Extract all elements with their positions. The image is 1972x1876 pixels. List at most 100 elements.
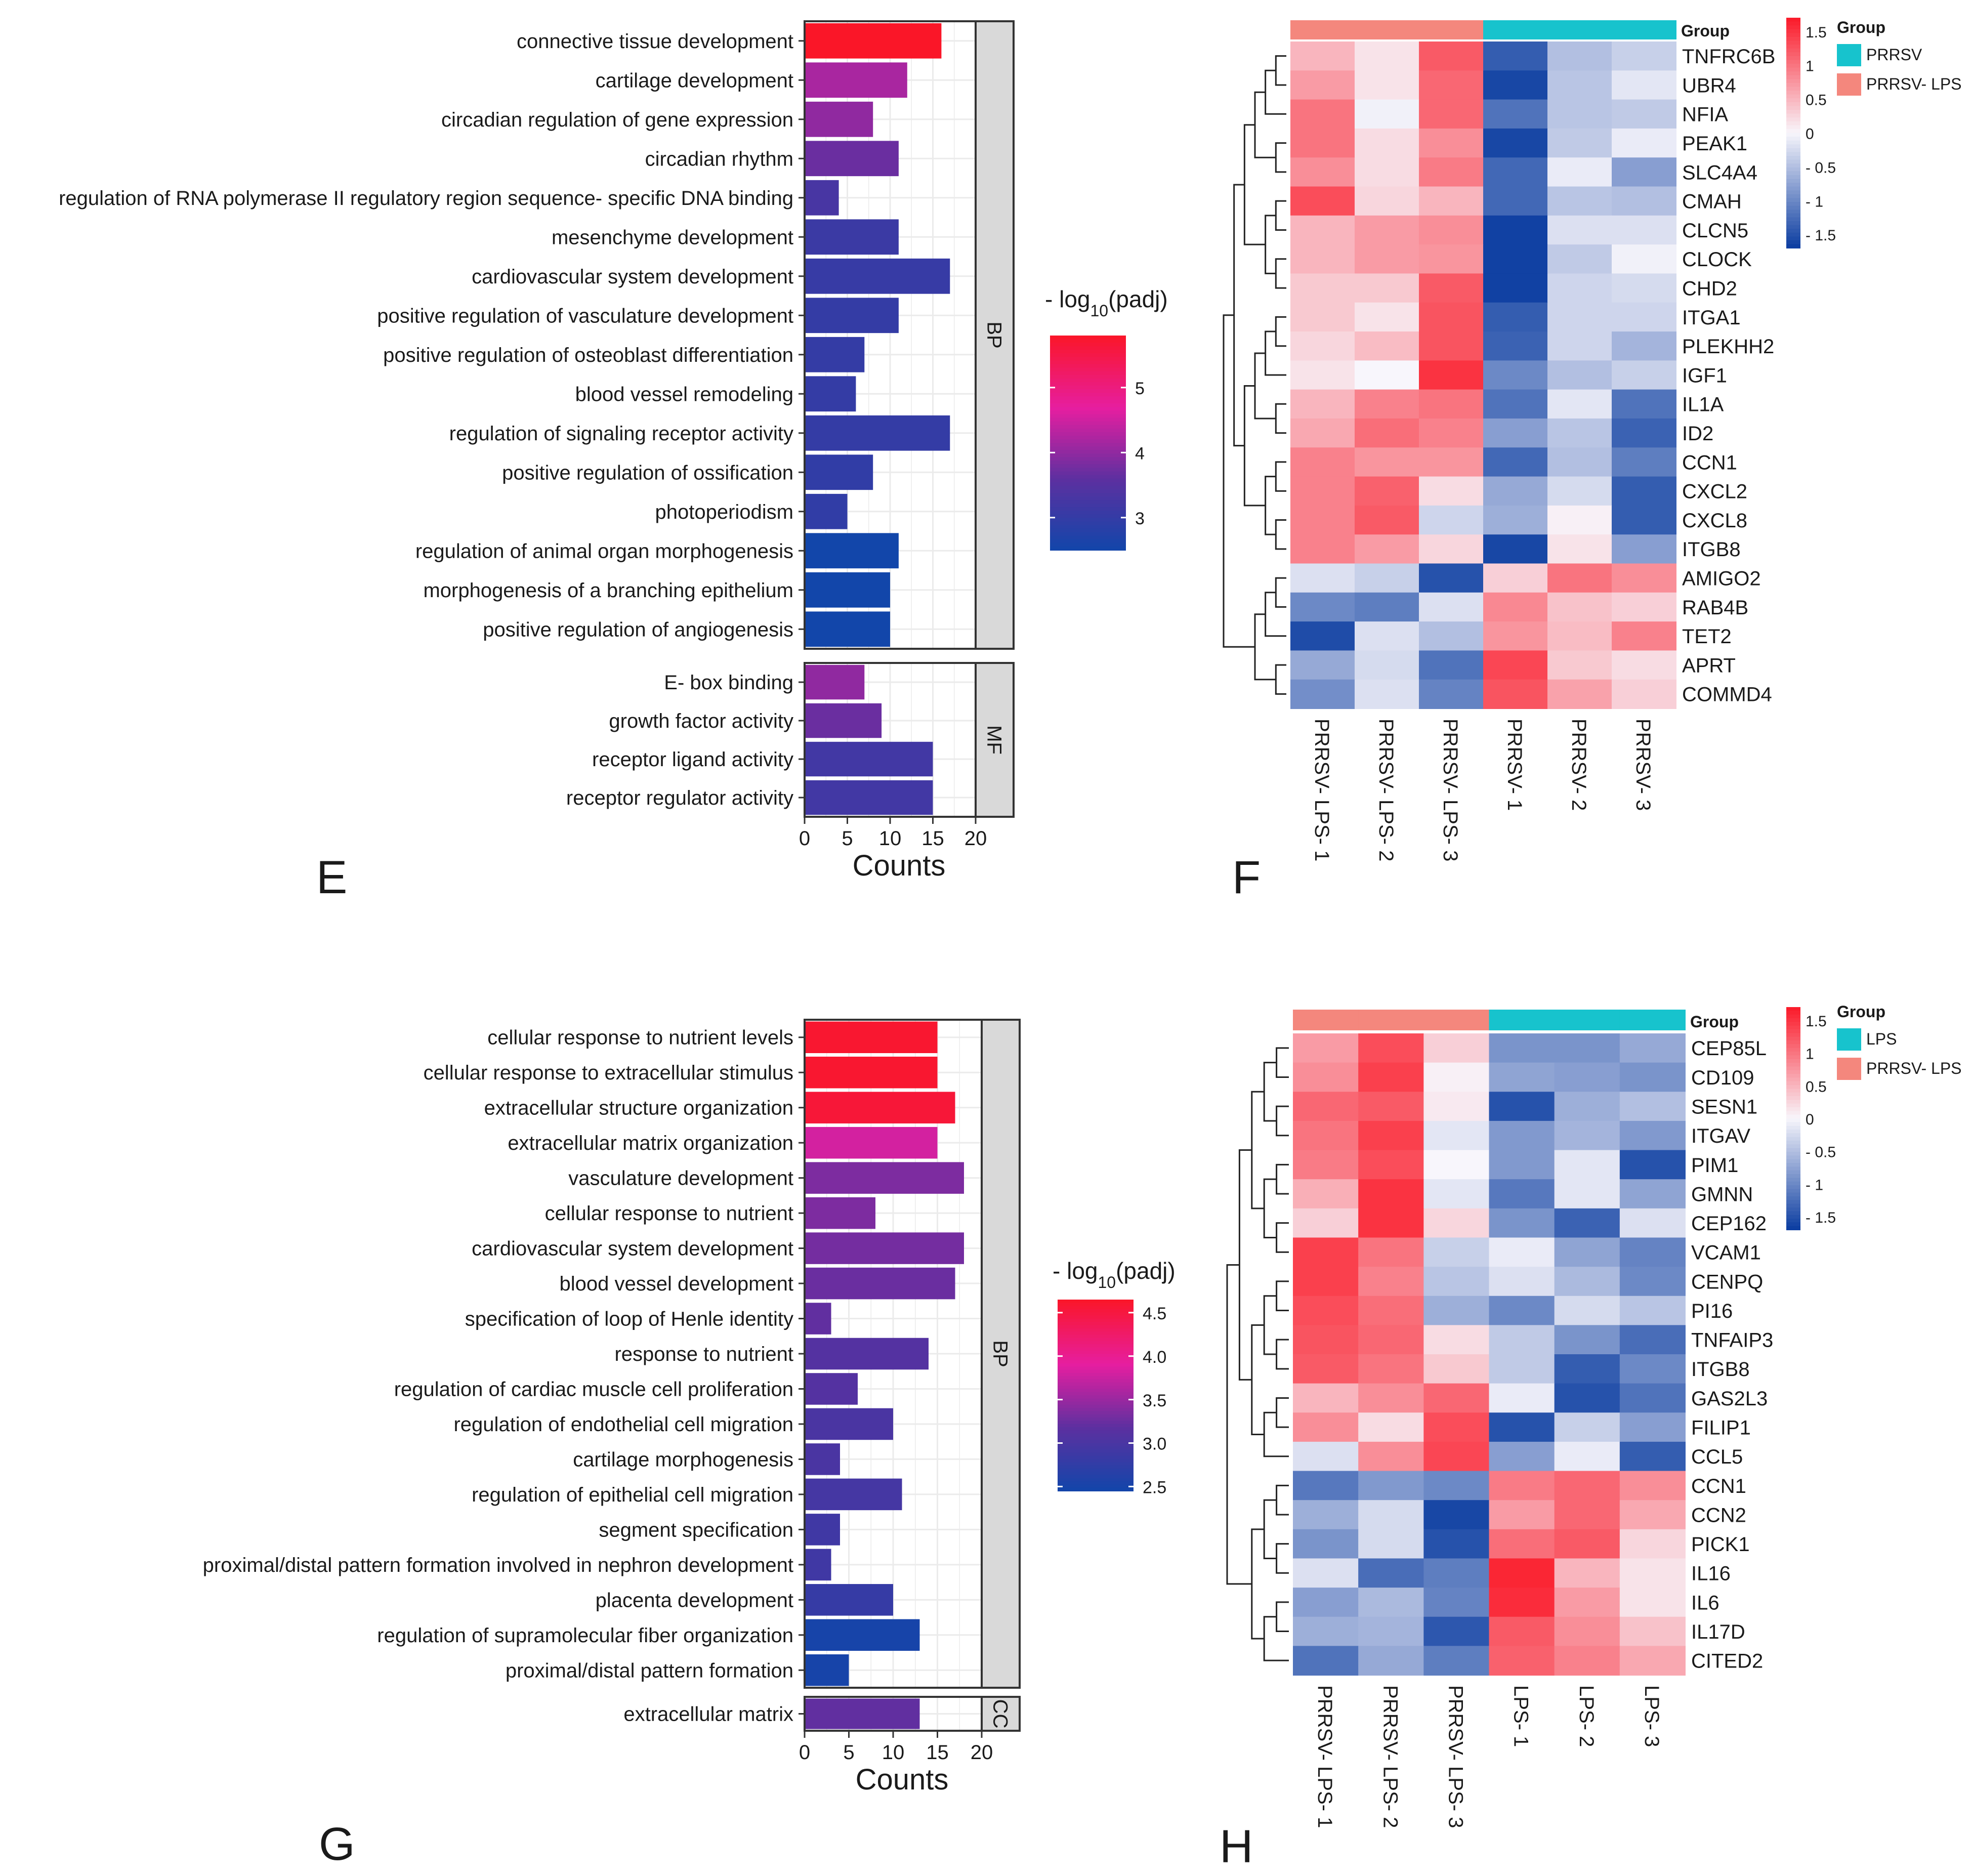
heatmap-cell: [1355, 650, 1419, 680]
facet-strip: [975, 662, 1015, 818]
colorbar-tick-label: 4: [1135, 444, 1145, 463]
legend-label: PRRSV: [1866, 46, 1922, 64]
heatmap-cell: [1483, 41, 1548, 71]
heatmap-cell: [1547, 157, 1612, 187]
heatmap-cell: [1612, 389, 1676, 419]
term-label: cellular response to nutrient levels: [487, 1027, 793, 1049]
scale-segment: [1786, 217, 1800, 222]
dendrogram-branch: [1276, 1397, 1289, 1428]
heatmap-cell: [1483, 534, 1548, 564]
gene-label: CCL5: [1691, 1446, 1743, 1468]
scale-segment: [1786, 171, 1800, 176]
heatmap-cell: [1489, 1500, 1555, 1530]
scale-segment: [1786, 167, 1800, 172]
colorbar-segment: [1058, 1443, 1134, 1447]
gene-label: CLCN5: [1682, 220, 1748, 242]
bar-bp: [805, 180, 839, 216]
heatmap-cell: [1619, 1296, 1686, 1326]
scale-segment: [1786, 110, 1800, 114]
colorbar-segment: [1050, 407, 1126, 411]
dendrogram-root: [1223, 314, 1255, 648]
colorbar-segment: [1050, 457, 1126, 462]
heatmap-cell: [1619, 1208, 1686, 1238]
gene-label: PI16: [1691, 1300, 1733, 1322]
heatmap-cell: [1290, 157, 1355, 187]
heatmap-cell: [1423, 1267, 1490, 1297]
group-annotation-cell: [1293, 1010, 1359, 1030]
colorbar-segment: [1050, 357, 1126, 361]
dendrogram-branch: [1275, 55, 1286, 86]
heatmap-cell: [1619, 1092, 1686, 1121]
heatmap-cell: [1293, 1383, 1359, 1413]
gene-label: TNFAIP3: [1691, 1329, 1773, 1352]
gene-label: ITGB8: [1682, 538, 1741, 561]
term-label: positive regulation of angiogenesis: [483, 618, 793, 641]
scale-segment: [1786, 25, 1800, 30]
bar-bp: [805, 1654, 849, 1686]
colorbar-segment: [1058, 1309, 1134, 1313]
term-label: regulation of endothelial cell migration: [453, 1413, 793, 1436]
bar-bp: [805, 1443, 840, 1475]
heatmap-cell: [1619, 1325, 1686, 1355]
heatmap-cell: [1547, 360, 1612, 390]
scale-segment: [1786, 1174, 1800, 1179]
heatmap-cell: [1358, 1441, 1424, 1472]
bar-mf: [805, 664, 865, 700]
scale-segment: [1786, 232, 1800, 237]
colorbar-segment: [1050, 514, 1126, 519]
panel-label: F: [1232, 852, 1261, 903]
heatmap-cell: [1483, 157, 1548, 187]
bar-bp: [805, 572, 890, 608]
x-tick-label: 5: [843, 1741, 854, 1764]
gene-label: APRT: [1682, 654, 1736, 677]
bar-mf: [805, 741, 933, 777]
heatmap-cell: [1547, 447, 1612, 477]
group-annotation-cell: [1483, 20, 1548, 39]
heatmap-cell: [1554, 1150, 1620, 1180]
gene-label: IL16: [1691, 1563, 1731, 1585]
scale-segment: [1786, 29, 1800, 34]
scale-segment: [1786, 45, 1800, 49]
scale-segment: [1786, 179, 1800, 184]
dendrogram-branch: [1275, 316, 1286, 347]
legend-swatch: [1837, 1058, 1861, 1080]
scale-segment: [1786, 98, 1800, 103]
group-annotation-cell: [1489, 1010, 1555, 1030]
scale-segment: [1786, 1066, 1800, 1071]
colorbar-segment: [1058, 1372, 1134, 1377]
dendrogram-branch: [1238, 1149, 1252, 1381]
scale-segment: [1786, 175, 1800, 180]
term-label: receptor regulator activity: [566, 787, 793, 809]
scale-segment: [1786, 1036, 1800, 1041]
colorbar-segment: [1050, 439, 1126, 443]
group-annotation-cell: [1554, 1010, 1620, 1030]
colorbar-segment: [1058, 1386, 1134, 1390]
heatmap-cell: [1612, 360, 1676, 390]
heatmap-cell: [1290, 563, 1355, 593]
scale-segment: [1786, 1025, 1800, 1030]
heatmap-cell: [1619, 1062, 1686, 1093]
scale-segment: [1786, 1052, 1800, 1056]
bar-bp: [805, 1232, 964, 1264]
sample-label: PRRSV- LPS- 2: [1375, 719, 1397, 861]
heatmap-cell: [1547, 186, 1612, 216]
heatmap-cell: [1290, 447, 1355, 477]
heatmap-cell: [1619, 1412, 1686, 1442]
colorbar-segment: [1050, 475, 1126, 479]
scale-segment: [1786, 1122, 1800, 1127]
bar-bp: [805, 219, 899, 255]
heatmap-cell: [1489, 1616, 1555, 1647]
heatmap-cell: [1612, 331, 1676, 361]
bar-bp: [805, 141, 899, 177]
dendrogram-branch: [1275, 519, 1286, 550]
scale-tick-label: - 0.5: [1806, 159, 1836, 176]
facet-strip: [981, 1019, 1021, 1689]
colorbar-segment: [1058, 1382, 1134, 1387]
scale-segment: [1786, 1040, 1800, 1045]
colorbar-segment: [1050, 492, 1126, 497]
colorbar-segment: [1050, 471, 1126, 476]
panel-g-bar-chart: cellular response to nutrient levels cell…: [203, 1019, 1176, 1870]
sample-label: PRRSV- LPS- 2: [1379, 1685, 1401, 1828]
scale-segment: [1786, 1181, 1800, 1186]
sample-label: PRRSV- 2: [1568, 719, 1590, 811]
